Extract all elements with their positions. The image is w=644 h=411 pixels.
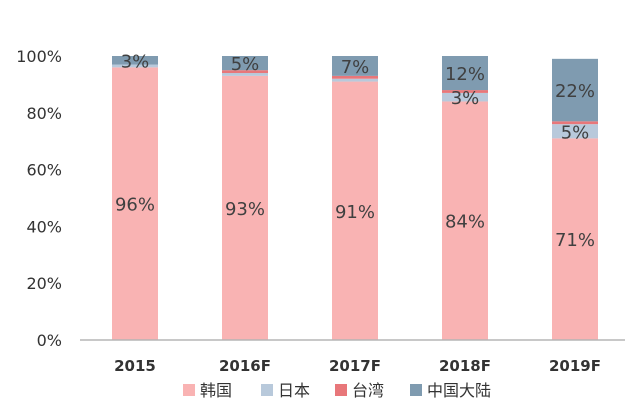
bar-segment	[332, 75, 378, 79]
bar-segment	[442, 56, 488, 91]
bar-segment	[112, 56, 158, 65]
legend-swatch	[335, 384, 347, 396]
bar-segment	[222, 73, 268, 76]
legend-entry: 日本	[278, 381, 310, 400]
y-tick-label: 100%	[16, 47, 62, 66]
data-label: 7%	[341, 57, 370, 78]
bar-segment	[332, 81, 378, 340]
x-tick-label: 2019F	[549, 357, 601, 375]
legend-swatch	[183, 384, 195, 396]
y-tick-label: 40%	[26, 217, 62, 236]
y-tick-label: 20%	[26, 274, 62, 293]
y-tick-label: 60%	[26, 161, 62, 180]
y-tick-label: 0%	[37, 331, 62, 350]
bar-segment	[442, 90, 488, 93]
data-label: 96%	[115, 195, 155, 216]
y-axis: 0% 20% 40% 60% 80% 100%	[16, 47, 62, 350]
bar-segment	[222, 70, 268, 74]
bar-segment	[442, 101, 488, 340]
x-tick-label: 2017F	[329, 357, 381, 375]
data-label: 5%	[231, 54, 260, 75]
bar-segment	[442, 92, 488, 102]
data-label: 5%	[561, 122, 590, 143]
bar-segment	[552, 138, 598, 340]
legend-entry: 台湾	[352, 381, 384, 400]
x-tick-label: 2018F	[439, 357, 491, 375]
data-label: 84%	[445, 212, 485, 233]
legend: 韩国 日本 台湾 中国大陆	[183, 381, 491, 400]
bar-segment	[552, 58, 598, 122]
data-label: 3%	[451, 88, 480, 109]
data-label: 93%	[225, 199, 265, 220]
x-tick-label: 2016F	[219, 357, 271, 375]
bar-segment	[552, 121, 598, 125]
y-tick-label: 80%	[26, 104, 62, 123]
x-axis: 2015 2016F 2017F 2018F 2019F	[80, 339, 625, 375]
bar-segment	[332, 78, 378, 82]
bar-segment	[112, 67, 158, 341]
legend-swatch	[410, 384, 422, 396]
x-tick-label: 2015	[114, 357, 156, 375]
data-labels: 96% 3% 93% 5% 91% 7% 84% 3% 12% 71% 5% 22%	[115, 51, 595, 251]
bar-segment	[332, 56, 378, 76]
bar-segment	[222, 75, 268, 340]
bar-segment	[112, 64, 158, 68]
legend-entry: 中国大陆	[427, 381, 491, 400]
data-label: 3%	[121, 51, 150, 72]
bar-segment	[222, 56, 268, 71]
legend-entry: 韩国	[200, 381, 232, 400]
data-label: 71%	[555, 230, 595, 251]
data-label: 22%	[555, 81, 595, 102]
bar-segment	[552, 124, 598, 139]
bars	[112, 56, 598, 341]
data-label: 91%	[335, 202, 375, 223]
data-label: 12%	[445, 64, 485, 85]
legend-swatch	[261, 384, 273, 396]
